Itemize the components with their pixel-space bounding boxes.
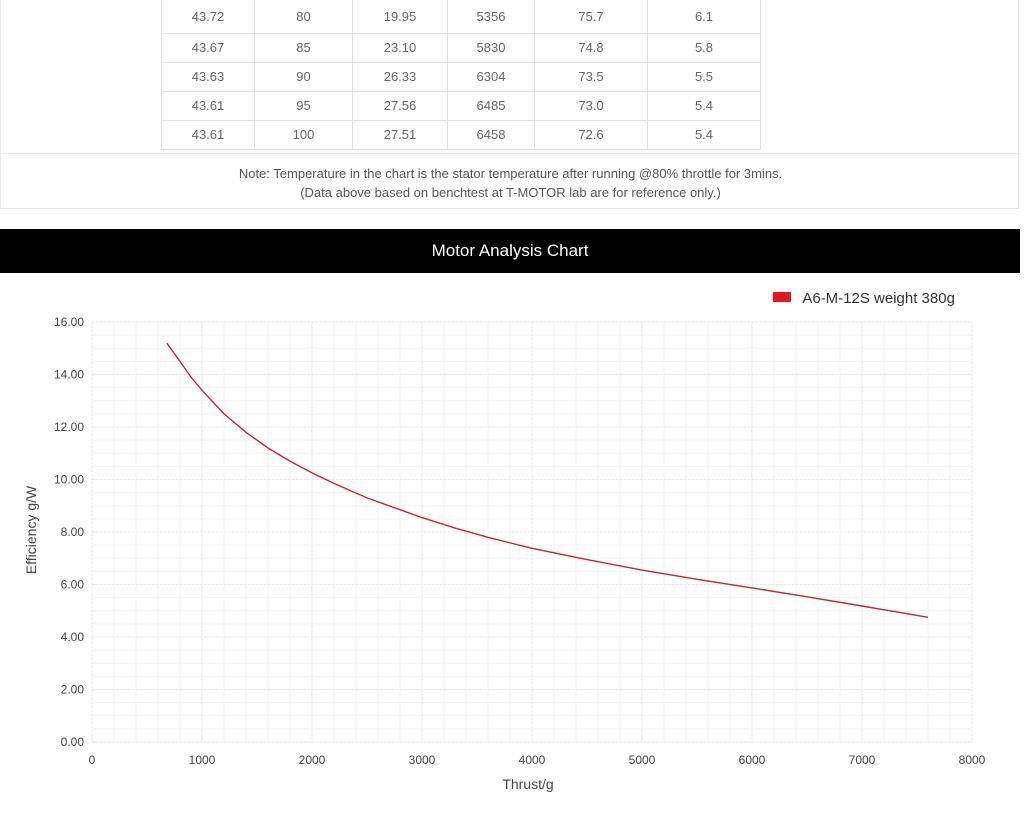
table-cell: 27.51: [352, 119, 448, 150]
x-tick-label: 5000: [629, 753, 656, 767]
table-cell: 90: [254, 61, 353, 92]
table-cell: 74.8: [534, 32, 648, 63]
series-line-a6-m-12s: [166, 342, 929, 618]
table-cell: 5.8: [647, 32, 761, 63]
legend-label: A6-M-12S weight 380g: [802, 290, 955, 307]
table-cell: 6.1: [647, 0, 761, 34]
legend-swatch: [773, 292, 791, 302]
y-axis-title: Efficiency g/W: [23, 485, 39, 574]
table-note: Note: Temperature in the chart is the st…: [1, 164, 1020, 202]
table-cell: 73.0: [534, 90, 648, 121]
note-line-1: Note: Temperature in the chart is the st…: [238, 166, 783, 181]
table-cell: 73.5: [534, 61, 648, 92]
table-cell: 80: [254, 0, 353, 34]
y-tick-label: 2.00: [61, 683, 85, 697]
x-tick-label: 6000: [739, 753, 766, 767]
table-cell: 43.67: [161, 32, 255, 63]
chart-legend[interactable]: A6-M-12S weight 380g: [773, 290, 955, 307]
table-row: 43.67 85 23.10 5830 74.8 5.8: [161, 32, 761, 63]
table-row: 43.63 90 26.33 6304 73.5 5.5: [161, 61, 761, 92]
table-cell: 26.33: [352, 61, 448, 92]
table-row: 43.72 80 19.95 5356 75.7 6.1: [161, 0, 761, 34]
x-tick-label: 0: [89, 753, 96, 767]
table-cell: 27.56: [352, 90, 448, 121]
table-cell: 85: [254, 32, 353, 63]
x-tick-label: 3000: [409, 753, 436, 767]
table-cell: 5.4: [647, 90, 761, 121]
table-cell: 43.63: [161, 61, 255, 92]
y-tick-label: 14.00: [54, 368, 84, 382]
panel-divider: [1, 153, 1020, 154]
performance-table-panel: 43.72 80 19.95 5356 75.7 6.1 43.67 85 23.10 5830 7…: [0, 0, 1020, 209]
table-cell: 5.4: [647, 119, 761, 150]
table-cell: 100: [254, 119, 353, 150]
chart-header-bar: Motor Analysis Chart: [0, 229, 1020, 273]
y-tick-label: 10.00: [54, 473, 84, 487]
y-tick-label: 8.00: [61, 525, 85, 539]
x-tick-label: 4000: [519, 753, 546, 767]
table-row: 43.61 100 27.51 6458 72.6 5.4: [161, 119, 761, 150]
table-cell: 43.72: [161, 0, 255, 34]
note-line-2: (Data above based on benchtest at T-MOTO…: [300, 185, 721, 200]
table-cell: 6304: [447, 61, 535, 92]
y-tick-label: 12.00: [54, 420, 84, 434]
chart-header-title: Motor Analysis Chart: [431, 241, 589, 260]
table-cell: 19.95: [352, 0, 448, 34]
table-cell: 72.6: [534, 119, 648, 150]
table-cell: 23.10: [352, 32, 448, 63]
y-tick-label: 6.00: [61, 578, 85, 592]
table-cell: 5356: [447, 0, 535, 34]
x-tick-label: 1000: [189, 753, 216, 767]
y-tick-label: 16.00: [54, 315, 84, 329]
performance-table: 43.72 80 19.95 5356 75.7 6.1 43.67 85 23.10 5830 7…: [161, 0, 761, 150]
table-cell: 5.5: [647, 61, 761, 92]
x-tick-label: 8000: [959, 753, 986, 767]
y-tick-label: 0.00: [61, 735, 85, 749]
efficiency-chart: 0.00 2.00 4.00 6.00 8.00 10.00 12.00 14.00 16.00…: [23, 315, 986, 792]
table-cell: 5830: [447, 32, 535, 63]
table-cell: 6485: [447, 90, 535, 121]
x-tick-label: 7000: [849, 753, 876, 767]
table-cell: 95: [254, 90, 353, 121]
x-axis-title: Thrust/g: [502, 776, 553, 792]
table-cell: 6458: [447, 119, 535, 150]
y-tick-label: 4.00: [61, 630, 85, 644]
x-tick-label: 2000: [299, 753, 326, 767]
table-cell: 43.61: [161, 119, 255, 150]
table-row: 43.61 95 27.56 6485 73.0 5.4: [161, 90, 761, 121]
table-cell: 75.7: [534, 0, 648, 34]
table-cell: 43.61: [161, 90, 255, 121]
